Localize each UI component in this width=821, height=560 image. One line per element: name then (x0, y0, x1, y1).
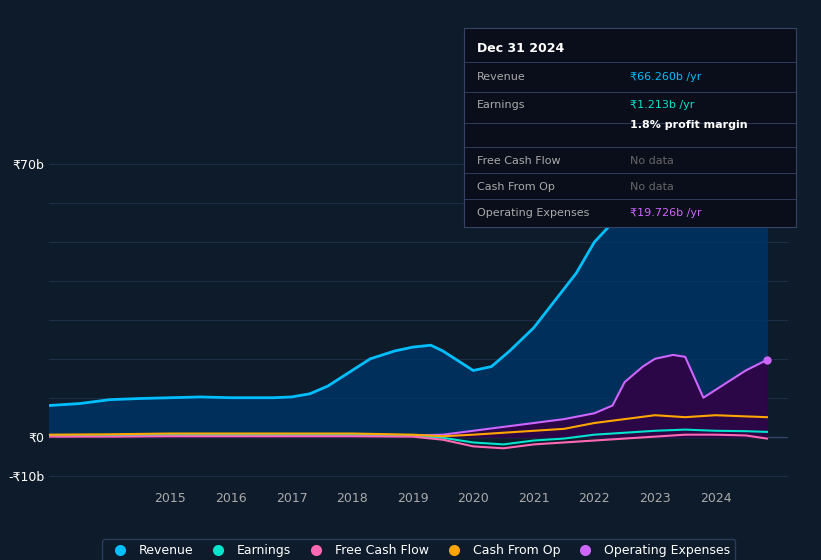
Legend: Revenue, Earnings, Free Cash Flow, Cash From Op, Operating Expenses: Revenue, Earnings, Free Cash Flow, Cash … (103, 539, 735, 560)
Text: Operating Expenses: Operating Expenses (477, 208, 589, 218)
Text: Dec 31 2024: Dec 31 2024 (477, 42, 564, 55)
Text: 1.8% profit margin: 1.8% profit margin (631, 120, 748, 130)
Text: No data: No data (631, 182, 674, 192)
Text: Revenue: Revenue (477, 72, 526, 82)
Text: Free Cash Flow: Free Cash Flow (477, 156, 561, 166)
Text: Cash From Op: Cash From Op (477, 182, 555, 192)
Text: No data: No data (631, 156, 674, 166)
Text: ₹66.260b /yr: ₹66.260b /yr (631, 72, 701, 82)
Text: ₹1.213b /yr: ₹1.213b /yr (631, 100, 695, 110)
Text: Earnings: Earnings (477, 100, 525, 110)
Text: ₹19.726b /yr: ₹19.726b /yr (631, 208, 702, 218)
